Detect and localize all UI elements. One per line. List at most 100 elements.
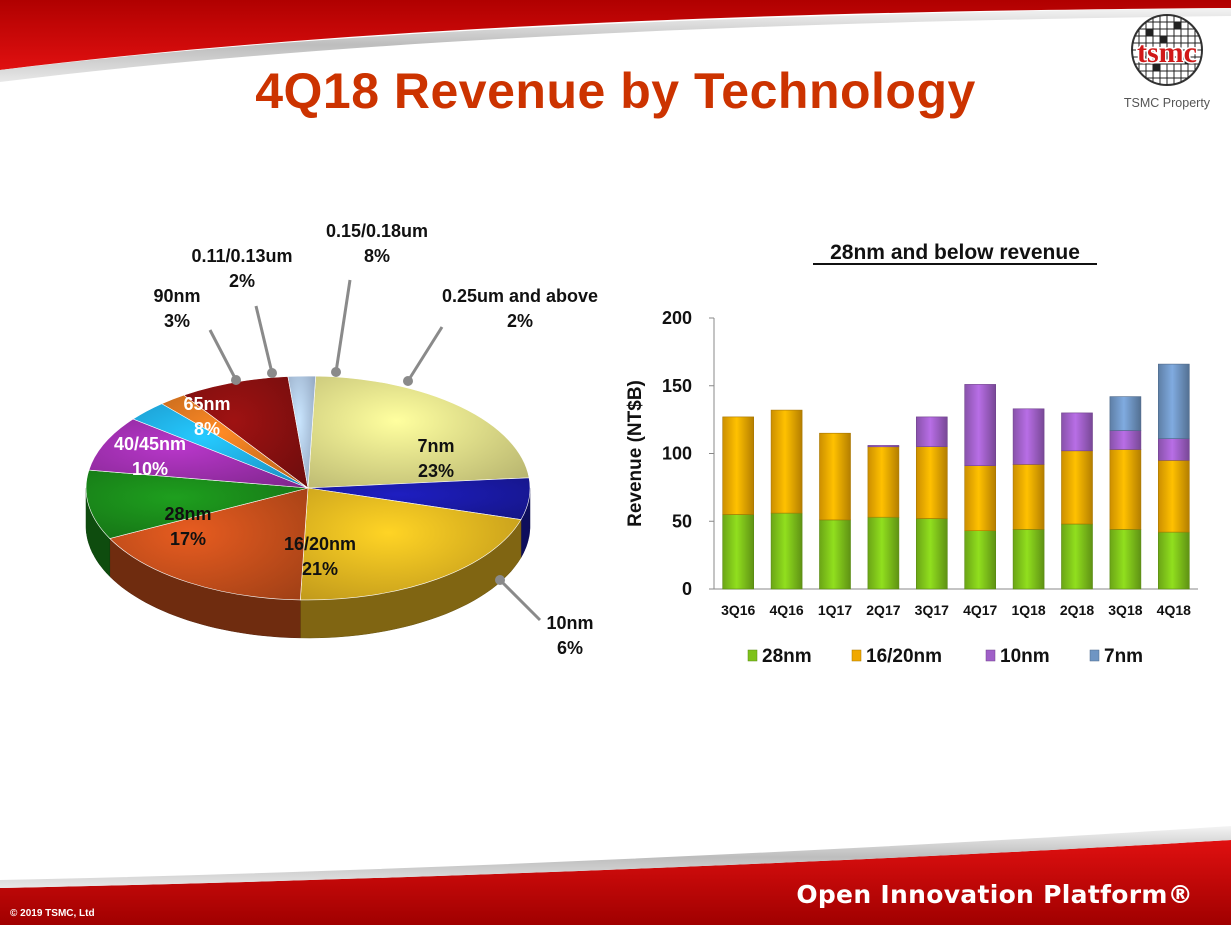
pie-leader-dot	[495, 575, 505, 585]
logo-caption: TSMC Property	[1123, 96, 1211, 110]
bar-segment-16-20nm-4q18	[1158, 459, 1190, 533]
x-tick-label: 4Q16	[769, 602, 803, 618]
legend-swatch	[851, 649, 862, 662]
pie-label-name: 10nm	[546, 613, 593, 633]
pie-slice-16-20nm	[299, 487, 522, 601]
bar-segment-10nm-4q18	[1158, 438, 1190, 461]
footer-brand: Open Innovation Platform®	[796, 880, 1193, 909]
pie-label-percent: 17%	[170, 529, 206, 549]
bar-segment-28nm-1q17	[819, 519, 851, 590]
pie-slice-65nm	[88, 418, 309, 489]
slide-title: 4Q18 Revenue by Technology	[255, 63, 976, 119]
pie-label-percent: 8%	[364, 246, 390, 266]
bar-segment-10nm-1q18	[1012, 408, 1045, 465]
bar-chart-title: 28nm and below revenue	[830, 241, 1080, 264]
bar-segment-28nm-3q17	[915, 518, 948, 590]
pie-leader-dot	[403, 376, 413, 386]
pie-label-percent: 2%	[229, 271, 255, 291]
bar-segment-16-20nm-2q18	[1061, 450, 1093, 525]
y-tick-label: 150	[662, 376, 692, 396]
pie-side-group	[85, 488, 531, 639]
pie-leader-dot	[231, 375, 241, 385]
pie-leader-line	[208, 329, 238, 381]
legend-label: 28nm	[762, 646, 812, 667]
pie-label-name: 7nm	[417, 436, 454, 456]
x-tick-label: 1Q17	[818, 602, 852, 618]
pie-leader-dot	[331, 367, 341, 377]
legend-item-7nm: 7nm	[1089, 646, 1143, 667]
legend-item-28nm: 28nm	[747, 646, 812, 667]
pie-slice-7nm	[307, 375, 530, 489]
x-tick-label: 3Q17	[915, 602, 949, 618]
x-tick-label: 1Q18	[1011, 602, 1045, 618]
wafer-logo-icon: tsmc	[1131, 14, 1203, 86]
bar-segment-28nm-3q18	[1109, 529, 1142, 590]
pie-label-name: 0.11/0.13um	[191, 246, 292, 266]
pie-labels: 7nm 23% 10nm 6% 16/20nm 21% 28nm 17% 40/45nm 10% 6…	[114, 221, 598, 658]
y-axis-label: Revenue (NT$B)	[625, 380, 646, 527]
pie-leader-line	[406, 326, 444, 382]
pie-label-percent: 2%	[507, 311, 533, 331]
bar-segment-16-20nm-1q18	[1012, 463, 1045, 530]
bar-segment-7nm-3q18	[1109, 396, 1142, 431]
bar-segment-10nm-3q18	[1109, 430, 1142, 450]
bar-segment-16-20nm-2q17	[867, 446, 900, 518]
legend-swatch	[747, 649, 758, 662]
y-tick-label: 50	[672, 511, 692, 531]
bar-segment-10nm-3q17	[915, 416, 948, 447]
bar-segment-28nm-4q17	[964, 530, 997, 590]
legend-swatch	[1089, 649, 1100, 662]
pie-slice-28nm	[109, 487, 309, 601]
pie-label-percent: 8%	[194, 419, 220, 439]
x-tick-label: 4Q18	[1157, 602, 1191, 618]
bar-segment-10nm-2q17	[867, 445, 900, 448]
bar-segment-10nm-4q17	[964, 384, 997, 466]
pie-label-name: 0.25um and above	[442, 286, 598, 306]
bar-segment-10nm-2q18	[1061, 412, 1093, 452]
bar-segment-16-20nm-3q18	[1109, 449, 1142, 530]
pie-slices	[85, 375, 531, 601]
pie-label-name: 28nm	[164, 504, 211, 524]
bar-segment-28nm-1q18	[1012, 529, 1045, 590]
bar-segment-28nm-4q18	[1158, 531, 1190, 590]
pie-label-percent: 3%	[164, 311, 190, 331]
legend-item-10nm: 10nm	[985, 646, 1050, 667]
legend-label: 16/20nm	[866, 646, 942, 667]
bar-segment-16-20nm-3q17	[915, 446, 948, 519]
pie-label-percent: 6%	[557, 638, 583, 658]
pie-label-percent: 21%	[302, 559, 338, 579]
pie-label-name: 65nm	[183, 394, 230, 414]
x-tick-label: 3Q16	[721, 602, 755, 618]
logo-wordmark: tsmc	[1137, 36, 1197, 69]
legend-label: 10nm	[1000, 646, 1050, 667]
x-tick-label: 2Q17	[866, 602, 900, 618]
pie-slice-0-25um-and-above	[287, 375, 317, 489]
pie-leader-line	[254, 305, 274, 374]
tsmc-logo: tsmc TSMC Property	[1112, 10, 1222, 116]
legend-label: 7nm	[1104, 646, 1143, 667]
pie-label-name: 16/20nm	[284, 534, 356, 554]
pie-label-name: 90nm	[153, 286, 200, 306]
pie-label-percent: 23%	[418, 461, 454, 481]
copyright-notice: © 2019 TSMC, Ltd	[10, 908, 95, 919]
x-tick-label: 3Q18	[1108, 602, 1142, 618]
x-tick-label: 2Q18	[1060, 602, 1094, 618]
bar-segment-16-20nm-3q16	[722, 416, 755, 515]
pie-leader-dot	[267, 368, 277, 378]
y-tick-label: 0	[682, 579, 692, 599]
legend-item-16-20nm: 16/20nm	[851, 646, 942, 667]
bar-segment-28nm-2q17	[867, 516, 900, 590]
pie-leader-line	[334, 279, 352, 373]
bar-segment-7nm-4q18	[1158, 363, 1190, 439]
pie-label-name: 40/45nm	[114, 434, 186, 454]
x-tick-label: 4Q17	[963, 602, 997, 618]
bar-segment-28nm-3q16	[722, 514, 755, 590]
bar-segment-16-20nm-4q16	[770, 409, 803, 514]
y-tick-label: 100	[662, 444, 692, 464]
bar-segment-16-20nm-4q17	[964, 465, 997, 532]
y-tick-label: 200	[662, 308, 692, 328]
legend-swatch	[985, 649, 996, 662]
